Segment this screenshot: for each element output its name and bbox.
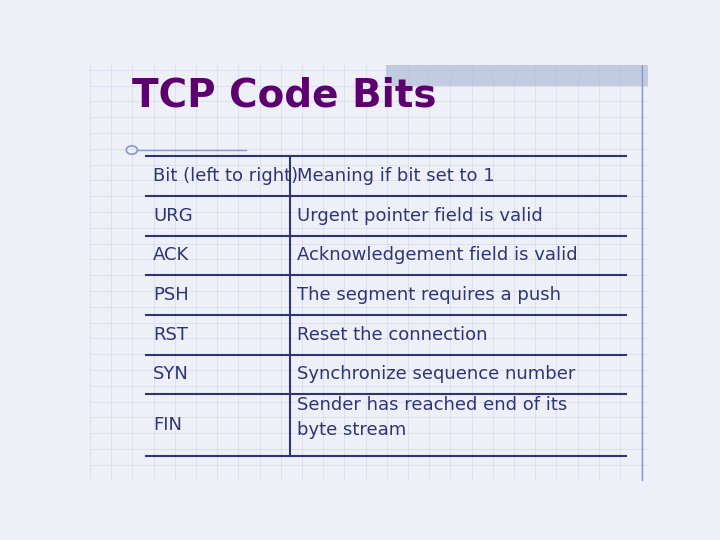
Text: URG: URG [153, 207, 193, 225]
Text: Bit (left to right): Bit (left to right) [153, 167, 298, 185]
Text: FIN: FIN [153, 416, 182, 434]
Text: PSH: PSH [153, 286, 189, 304]
Text: Reset the connection: Reset the connection [297, 326, 487, 344]
Text: Sender has reached end of its
byte stream: Sender has reached end of its byte strea… [297, 396, 567, 439]
Text: Synchronize sequence number: Synchronize sequence number [297, 366, 575, 383]
Text: Acknowledgement field is valid: Acknowledgement field is valid [297, 246, 577, 265]
Text: RST: RST [153, 326, 188, 344]
Text: The segment requires a push: The segment requires a push [297, 286, 561, 304]
Text: TCP Code Bits: TCP Code Bits [132, 77, 436, 114]
Bar [386, 65, 648, 85]
Text: Meaning if bit set to 1: Meaning if bit set to 1 [297, 167, 495, 185]
Text: Urgent pointer field is valid: Urgent pointer field is valid [297, 207, 543, 225]
Text: SYN: SYN [153, 366, 189, 383]
Text: ACK: ACK [153, 246, 189, 265]
